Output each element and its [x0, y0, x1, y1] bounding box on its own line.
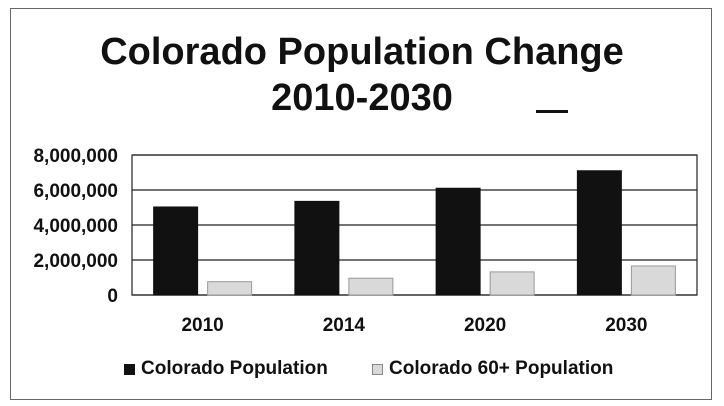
decorative-dash — [536, 110, 568, 113]
x-tick-label: 2010 — [181, 315, 223, 336]
y-tick-label: 2,000,000 — [33, 251, 118, 272]
bar-colorado-60-population — [348, 277, 394, 296]
legend-swatch-colorado-60-population — [372, 363, 383, 375]
bar-colorado-population — [435, 187, 481, 296]
legend-label-colorado-60-population: Colorado 60+ Population — [389, 358, 614, 379]
x-tick-label: 2030 — [605, 315, 647, 336]
y-tick-label: 8,000,000 — [33, 146, 118, 167]
legend-item-colorado-population: Colorado Population — [124, 358, 328, 380]
bar-colorado-60-population — [630, 265, 676, 296]
chart-subtitle: 2010-2030 — [271, 77, 453, 119]
y-tick-label: 0 — [107, 286, 118, 307]
legend-item-colorado-60-population: Colorado 60+ Population — [372, 358, 613, 380]
y-tick-label: 6,000,000 — [33, 181, 118, 202]
legend-swatch-colorado-population — [124, 363, 135, 375]
bar-colorado-60-population — [207, 281, 253, 296]
bar-colorado-60-population — [489, 271, 535, 296]
bar-colorado-population — [294, 200, 340, 296]
chart-legend: Colorado Population Colorado 60+ Populat… — [0, 358, 724, 384]
x-tick-label: 2020 — [464, 315, 506, 336]
bar-colorado-population — [576, 170, 622, 296]
bar-colorado-population — [153, 206, 199, 296]
legend-label-colorado-population: Colorado Population — [141, 358, 328, 379]
chart-title: Colorado Population Change — [100, 31, 624, 73]
x-tick-label: 2014 — [323, 315, 366, 336]
y-tick-label: 4,000,000 — [33, 216, 118, 237]
plot-area-border — [131, 154, 698, 296]
